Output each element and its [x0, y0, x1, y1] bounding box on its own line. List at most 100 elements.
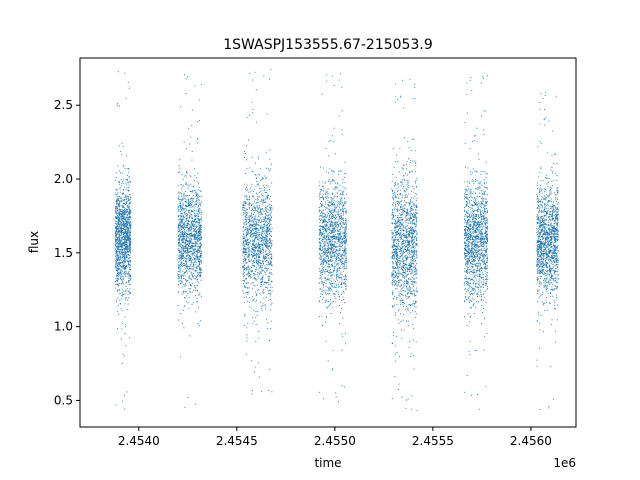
- data-point: [263, 297, 265, 299]
- data-point: [325, 247, 327, 249]
- data-point: [115, 220, 117, 222]
- data-point: [343, 299, 345, 301]
- data-point: [192, 277, 194, 279]
- data-point: [329, 183, 332, 185]
- data-point: [120, 256, 122, 258]
- data-point: [118, 274, 120, 276]
- data-point: [198, 219, 200, 221]
- data-point: [181, 222, 183, 224]
- data-point: [332, 244, 335, 246]
- data-point: [122, 231, 124, 233]
- data-point: [120, 185, 122, 187]
- data-point: [121, 239, 123, 241]
- data-point: [198, 273, 200, 275]
- data-point: [325, 228, 327, 230]
- data-point: [266, 184, 268, 186]
- data-point: [319, 202, 321, 204]
- data-point: [184, 239, 187, 241]
- data-point: [336, 217, 338, 219]
- data-point: [321, 190, 323, 192]
- data-point: [179, 253, 181, 255]
- data-point: [242, 254, 244, 256]
- data-point: [341, 273, 343, 276]
- data-point: [115, 279, 117, 281]
- data-point: [253, 261, 255, 263]
- data-point: [257, 219, 259, 221]
- data-point: [193, 209, 195, 211]
- data-point: [186, 216, 188, 218]
- data-point: [117, 224, 119, 226]
- data-point: [257, 259, 259, 261]
- data-point: [194, 263, 196, 266]
- data-point: [254, 277, 256, 279]
- data-point: [191, 231, 193, 233]
- data-point: [252, 263, 254, 265]
- data-point: [178, 276, 180, 278]
- data-point: [331, 197, 333, 199]
- data-point: [189, 275, 191, 277]
- data-point: [116, 200, 118, 202]
- data-point: [124, 226, 126, 228]
- data-point: [122, 215, 124, 217]
- data-point: [257, 261, 260, 263]
- data-point: [185, 195, 187, 197]
- data-point: [338, 234, 340, 236]
- data-point: [249, 250, 251, 252]
- data-point: [124, 303, 126, 305]
- data-point: [251, 101, 253, 103]
- data-point: [115, 259, 117, 262]
- data-point: [187, 203, 189, 205]
- data-point: [242, 265, 244, 267]
- data-point: [122, 264, 124, 266]
- data-point: [339, 259, 341, 261]
- data-point: [191, 151, 193, 153]
- data-point: [128, 291, 130, 293]
- data-point: [341, 134, 343, 136]
- data-point: [191, 215, 193, 217]
- data-point: [186, 272, 188, 274]
- data-point: [127, 254, 129, 256]
- data-point: [341, 110, 343, 112]
- data-point: [118, 261, 120, 263]
- data-point: [336, 186, 338, 188]
- data-point: [267, 228, 269, 231]
- data-point: [330, 271, 332, 273]
- data-point: [255, 260, 257, 262]
- data-point: [344, 234, 346, 236]
- data-point: [258, 237, 260, 239]
- data-point: [178, 196, 180, 198]
- data-point: [114, 235, 117, 237]
- data-point: [266, 113, 268, 115]
- data-point: [179, 282, 182, 284]
- data-point: [199, 219, 201, 221]
- data-point: [192, 242, 194, 244]
- data-point: [331, 170, 333, 172]
- data-point: [245, 262, 247, 264]
- data-point: [200, 213, 202, 216]
- data-point: [327, 306, 329, 308]
- data-point: [252, 224, 254, 227]
- data-point: [332, 192, 334, 194]
- data-point: [336, 273, 338, 276]
- data-point: [243, 219, 245, 221]
- data-point: [187, 248, 189, 250]
- data-point: [185, 226, 187, 228]
- data-point: [261, 262, 263, 265]
- data-point: [126, 256, 128, 258]
- data-point: [321, 93, 323, 95]
- data-point: [122, 265, 125, 268]
- data-point: [270, 163, 272, 165]
- data-point: [119, 276, 122, 278]
- data-point: [261, 270, 264, 272]
- data-point: [117, 212, 119, 214]
- data-point: [329, 211, 331, 213]
- data-point: [318, 315, 320, 318]
- data-point: [198, 264, 200, 266]
- data-point: [254, 225, 256, 228]
- data-point: [322, 270, 324, 272]
- data-point: [129, 260, 131, 262]
- data-point: [124, 299, 127, 301]
- data-point: [182, 247, 184, 249]
- data-point: [115, 179, 117, 182]
- data-point: [181, 224, 184, 226]
